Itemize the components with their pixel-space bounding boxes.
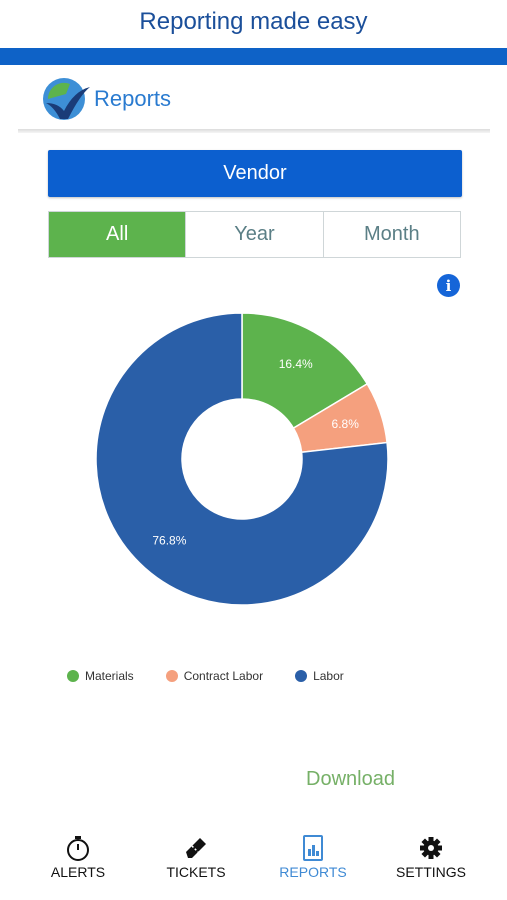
tab-reports[interactable]: REPORTS [258,826,368,900]
legend-label: Contract Labor [183,669,264,683]
legend-dot-icon [67,670,79,682]
slice-labor[interactable] [95,312,389,606]
segment-year[interactable]: Year [185,212,322,257]
vendor-button[interactable]: Vendor [48,150,462,197]
header-divider [18,129,490,133]
segment-month[interactable]: Month [322,212,460,257]
tab-label: REPORTS [279,864,347,880]
slice-label: 16.4% [279,357,313,371]
promo-title: Reporting made easy [139,8,368,35]
app-header: Reports [0,65,507,129]
tab-label: SETTINGS [395,864,466,880]
tab-label: TICKETS [166,864,226,880]
info-icon[interactable]: i [437,274,460,297]
legend-dot-icon [165,670,178,682]
legend-item-contract-labor[interactable]: Contract Labor [165,669,264,683]
ticket-icon [186,838,206,858]
report-icon [303,835,323,861]
tab-tickets[interactable]: TICKETS [141,826,251,900]
period-selector: All Year Month [48,211,461,258]
stopwatch-icon [67,836,89,861]
legend-label: Materials [85,669,134,683]
legend-dot-icon [295,670,308,682]
slice-label: 76.8% [152,533,186,547]
slice-materials[interactable] [241,312,369,430]
gear-icon [420,837,442,859]
tab-alerts[interactable]: ALERTS [23,826,133,900]
download-button[interactable]: Download [306,768,395,790]
donut-chart: 16.4% 6.8% 76.8% [40,300,470,620]
segment-all[interactable]: All [49,212,186,257]
tab-settings[interactable]: SETTINGS [376,826,486,900]
legend-item-labor[interactable]: Labor [295,669,344,683]
legend-item-materials[interactable]: Materials [67,669,134,683]
slice-label: 6.8% [332,417,360,431]
status-band [0,48,507,65]
logo-icon [43,78,90,120]
legend-label: Labor [313,669,344,683]
donut-chart-svg: 16.4% 6.8% 76.8% [95,312,389,606]
tab-label: ALERTS [50,864,106,880]
app-title: Reports [94,86,172,111]
bottom-tab-bar: ALERTS TICKETS REPORTS SETTING [0,826,507,900]
chart-legend: Materials Contract Labor Labor [67,666,376,686]
